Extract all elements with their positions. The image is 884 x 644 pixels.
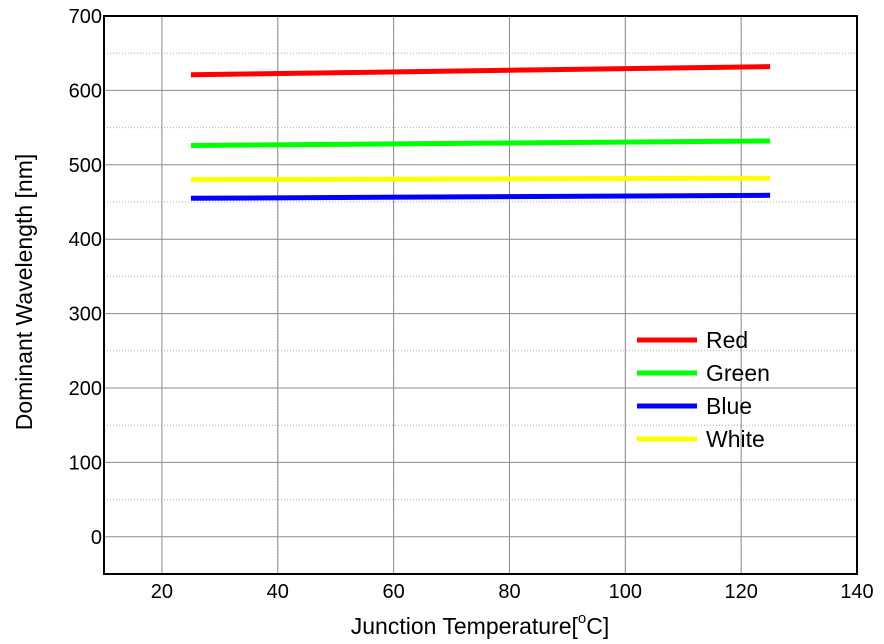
legend-item-green: Green (637, 360, 770, 386)
x-tick-label: 100 (609, 581, 642, 603)
x-axis-title-main: Junction Temperature[ (351, 613, 579, 639)
x-axis-title: Junction Temperature[oC] (351, 610, 610, 639)
x-tick-label: 40 (267, 581, 289, 603)
x-axis-title-superscript: o (578, 610, 586, 627)
y-tick-label: 700 (69, 6, 102, 28)
legend-label: Green (706, 360, 770, 386)
y-axis-title: Dominant Wavelength [nm] (11, 154, 37, 431)
legend-label: White (706, 426, 765, 452)
series-line-white (190, 175, 771, 183)
plot-frame (103, 15, 858, 575)
tick-labels: 20 40 60 80 100 120 140 0 100 200 300 400 500 600 700 (69, 6, 874, 603)
legend-item-red: Red (637, 327, 748, 353)
x-tick-label: 20 (151, 581, 173, 603)
y-tick-label: 0 (91, 527, 102, 549)
grid (104, 16, 857, 575)
series-line-red (190, 64, 771, 78)
y-tick-label: 200 (69, 378, 102, 400)
series-line-green (190, 138, 771, 148)
y-tick-label: 600 (69, 80, 102, 102)
x-axis-title-suffix: C] (586, 613, 609, 639)
x-tick-label: 60 (382, 581, 404, 603)
y-tick-label: 300 (69, 304, 102, 326)
series-lines (190, 64, 771, 201)
legend-item-white: White (637, 426, 765, 452)
x-tick-label: 140 (840, 581, 873, 603)
y-tick-label: 500 (69, 155, 102, 177)
series-line-blue (190, 192, 771, 201)
x-tick-label: 120 (724, 581, 757, 603)
legend-label: Blue (706, 393, 752, 419)
y-tick-label: 400 (69, 229, 102, 251)
legend-label: Red (706, 327, 748, 353)
x-tick-label: 80 (498, 581, 520, 603)
legend: Red Green Blue White (637, 327, 770, 452)
y-tick-label: 100 (69, 452, 102, 474)
legend-item-blue: Blue (637, 393, 752, 419)
